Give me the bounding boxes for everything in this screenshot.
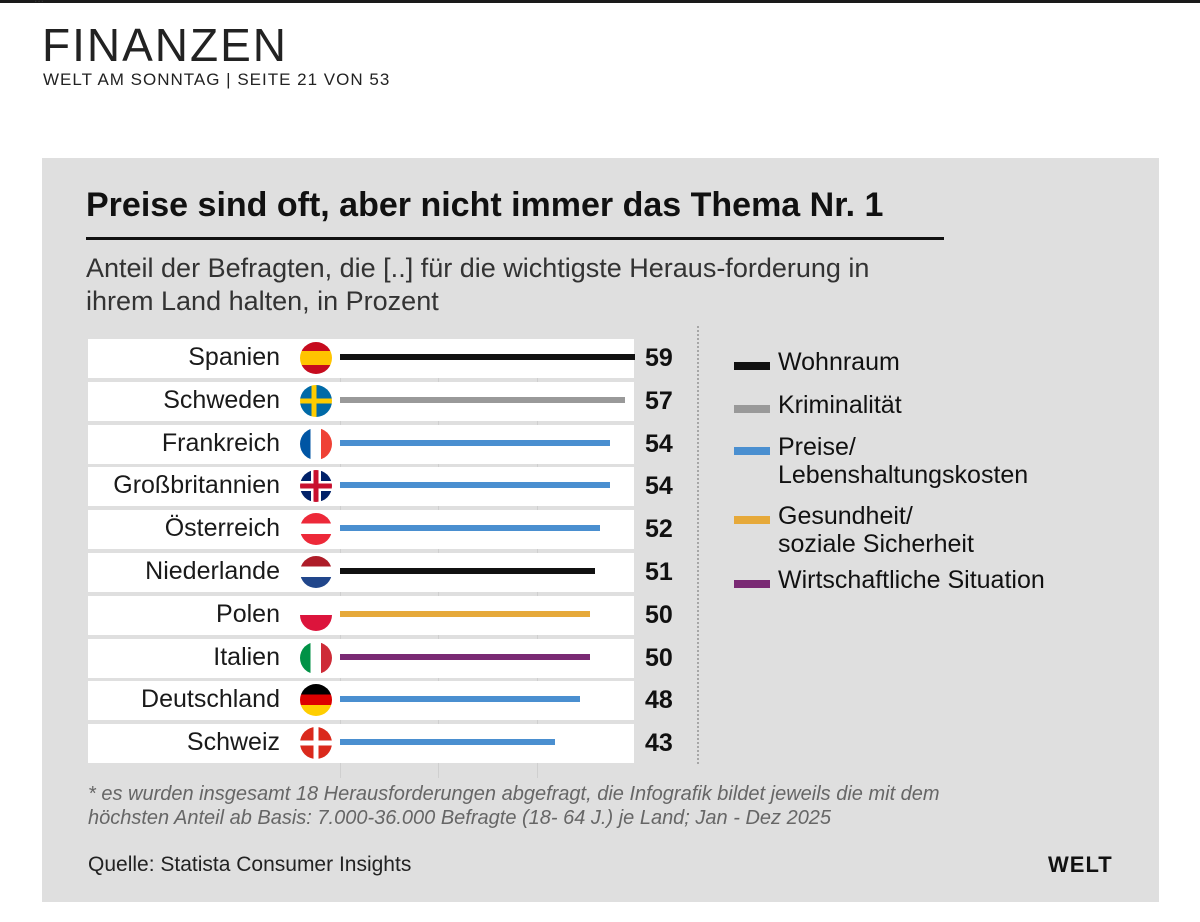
top-fragment: ... [34, 0, 44, 5]
bar-row: Großbritannien 54 [0, 466, 700, 509]
value-label: 50 [645, 600, 673, 629]
chart-title: Preise sind oft, aber nicht immer das Th… [86, 186, 884, 224]
value-label: 57 [645, 386, 673, 415]
bar-row: Schweiz 43 [0, 723, 700, 766]
welt-logo: WELT [1048, 852, 1113, 877]
flag-icon [300, 556, 332, 588]
country-label: Österreich [164, 514, 280, 543]
top-border [0, 0, 1200, 3]
bar [340, 525, 600, 532]
flag-icon [300, 427, 332, 460]
value-label: 59 [645, 344, 673, 372]
flag-icon [300, 727, 332, 760]
flag-icon [300, 641, 332, 674]
bar-row: Österreich 52 [0, 509, 700, 552]
country-label: Italien [213, 642, 280, 671]
footnote: * es wurden insgesamt 18 Herausforderung… [88, 783, 940, 829]
flag-icon [300, 684, 332, 717]
value-label: 54 [645, 429, 673, 458]
chart-subtitle: Anteil der Befragten, die [..] für die w… [86, 253, 870, 316]
bar [340, 739, 555, 746]
flag-icon [300, 470, 332, 503]
country-label: Niederlande [145, 557, 280, 585]
value-label: 52 [645, 515, 673, 544]
bar-row: Schweden 57 [0, 381, 700, 424]
legend-swatch [734, 516, 770, 524]
flag-icon [300, 342, 332, 374]
bar [340, 653, 590, 660]
bar [340, 439, 610, 446]
value-label: 50 [645, 643, 673, 672]
flag-icon [300, 598, 332, 631]
legend-swatch [734, 580, 770, 588]
flag-icon [300, 513, 332, 546]
country-label: Frankreich [161, 428, 280, 457]
country-label: Schweiz [186, 728, 280, 757]
bar [340, 610, 590, 617]
bar [340, 396, 625, 403]
country-label: Schweden [163, 385, 280, 414]
legend-divider [697, 326, 699, 764]
legend-label: Kriminalität [778, 391, 902, 419]
bar [340, 568, 595, 574]
bar-row: Italien 50 [0, 638, 700, 681]
bar [340, 354, 635, 360]
value-label: 54 [645, 472, 673, 501]
legend-label: Wirtschaftliche Situation [778, 566, 1045, 594]
bar-row: Frankreich 54 [0, 424, 700, 467]
source-line: Quelle: Statista Consumer Insights [88, 853, 412, 876]
value-label: 43 [645, 729, 673, 758]
bar-row: Polen 50 [0, 595, 700, 638]
legend-label: Preise/Lebenshaltungskosten [778, 433, 1029, 489]
legend-swatch [734, 362, 770, 370]
country-label: Polen [216, 599, 280, 628]
country-label: Deutschland [141, 685, 280, 714]
section-title: FINANZEN [42, 19, 288, 71]
title-rule [86, 237, 944, 240]
legend-swatch [734, 405, 770, 413]
publication-line: WELT AM SONNTAG | SEITE 21 VON 53 [43, 70, 391, 89]
legend-label: Gesundheit/soziale Sicherheit [778, 502, 974, 558]
country-label: Großbritannien [113, 471, 280, 500]
bar [340, 696, 580, 703]
flag-icon [300, 384, 332, 417]
legend-swatch [734, 447, 770, 455]
bar [340, 482, 610, 489]
country-label: Spanien [188, 343, 280, 371]
value-label: 51 [645, 558, 673, 586]
value-label: 48 [645, 686, 673, 715]
bar-row: Spanien 59 [0, 338, 700, 381]
legend-label: Wohnraum [778, 348, 900, 376]
bar-row: Niederlande 51 [0, 552, 700, 595]
bar-row: Deutschland 48 [0, 680, 700, 723]
